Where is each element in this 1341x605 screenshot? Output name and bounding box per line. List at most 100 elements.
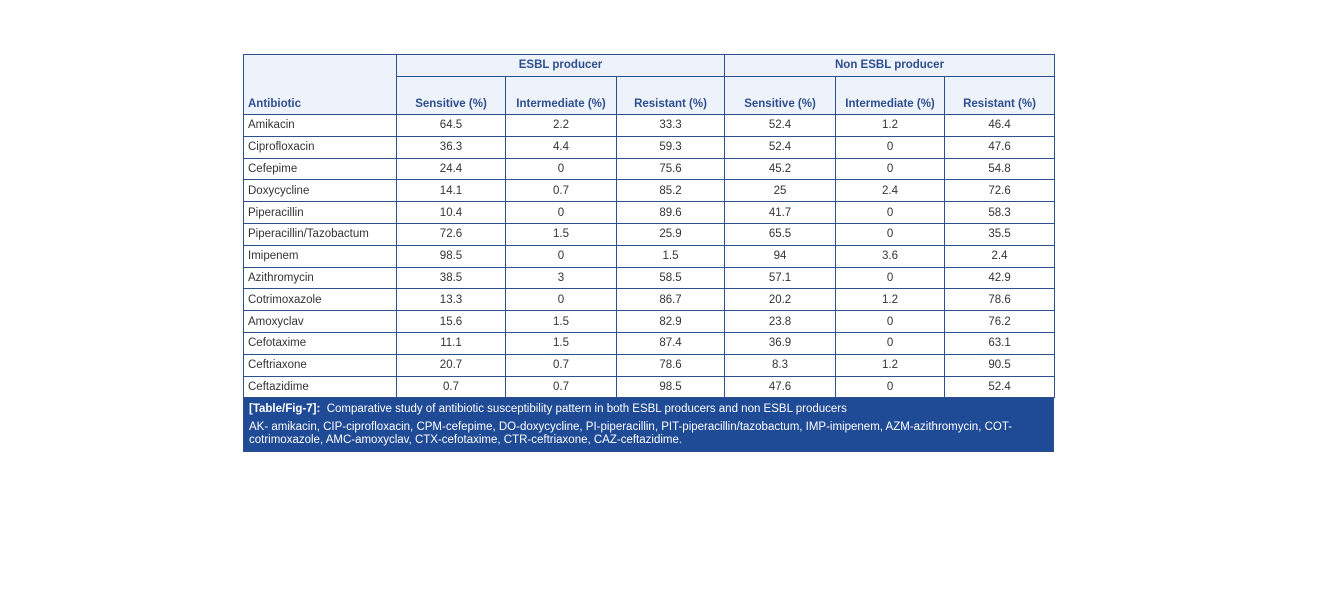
table-row: Ceftriaxone 20.7 0.7 78.6 8.3 1.2 90.5 [243, 353, 1056, 377]
value-cell: 58.5 [615, 266, 726, 290]
value-cell: 46.4 [944, 114, 1056, 137]
non-esbl-resistant-header: Resistant (%) [944, 76, 1056, 115]
table-body: Amikacin 64.5 2.2 33.3 52.4 1.2 46.4 Ciprofloxa… [243, 114, 1056, 399]
table-row: Piperacillin/Tazobactum 72.6 1.5 25.9 65.5 0 3… [243, 222, 1056, 246]
value-cell: 98.5 [396, 244, 506, 268]
value-cell: 2.4 [835, 179, 946, 203]
value-cell: 47.6 [944, 135, 1056, 159]
value-cell: 52.4 [724, 114, 837, 137]
table-row: Imipenem 98.5 0 1.5 94 3.6 2.4 [243, 244, 1056, 268]
value-cell: 87.4 [615, 331, 726, 355]
non-esbl-sensitive-header: Sensitive (%) [724, 76, 837, 115]
value-cell: 1.5 [615, 244, 726, 268]
value-cell: 58.3 [944, 201, 1056, 224]
antibiotic-name-cell: Amoxyclav [243, 310, 397, 333]
antibiotic-header: Antibiotic [243, 54, 397, 115]
antibiotic-name-cell: Piperacillin/Tazobactum [243, 222, 397, 246]
value-cell: 54.8 [944, 157, 1056, 181]
value-cell: 0.7 [396, 375, 506, 399]
value-cell: 0 [835, 135, 946, 159]
value-cell: 0.7 [505, 179, 617, 203]
value-cell: 47.6 [724, 375, 837, 399]
value-cell: 0 [505, 288, 617, 312]
value-cell: 2.4 [944, 244, 1056, 268]
value-cell: 64.5 [396, 114, 506, 137]
antibiotic-name-cell: Ceftriaxone [243, 353, 397, 377]
antibiotic-name-cell: Piperacillin [243, 201, 397, 224]
value-cell: 0 [835, 310, 946, 333]
table-row: Amoxyclav 15.6 1.5 82.9 23.8 0 76.2 [243, 310, 1056, 333]
value-cell: 82.9 [615, 310, 726, 333]
table-caption: [Table/Fig-7]: Comparative study of anti… [243, 398, 1054, 453]
value-cell: 52.4 [724, 135, 837, 159]
value-cell: 0 [835, 375, 946, 399]
value-cell: 4.4 [505, 135, 617, 159]
value-cell: 86.7 [615, 288, 726, 312]
table-row: Piperacillin 10.4 0 89.6 41.7 0 58.3 [243, 201, 1056, 224]
value-cell: 57.1 [724, 266, 837, 290]
value-cell: 0 [835, 201, 946, 224]
value-cell: 1.5 [505, 222, 617, 246]
value-cell: 0.7 [505, 353, 617, 377]
antibiotic-name-cell: Cefepime [243, 157, 397, 181]
value-cell: 11.1 [396, 331, 506, 355]
value-cell: 72.6 [944, 179, 1056, 203]
value-cell: 3.6 [835, 244, 946, 268]
esbl-producer-header: ESBL producer [395, 54, 726, 77]
value-cell: 0 [835, 266, 946, 290]
value-cell: 42.9 [944, 266, 1056, 290]
value-cell: 0 [505, 157, 617, 181]
value-cell: 1.2 [835, 288, 946, 312]
value-cell: 38.5 [396, 266, 506, 290]
value-cell: 25 [724, 179, 837, 203]
value-cell: 52.4 [944, 375, 1056, 399]
antibiotic-name-cell: Ciprofloxacin [243, 135, 397, 159]
value-cell: 0 [505, 201, 617, 224]
value-cell: 72.6 [396, 222, 506, 246]
value-cell: 25.9 [615, 222, 726, 246]
value-cell: 1.5 [505, 331, 617, 355]
value-cell: 1.5 [505, 310, 617, 333]
header-group-row: Antibiotic ESBL producer Non ESBL produc… [243, 54, 1056, 115]
value-cell: 14.1 [396, 179, 506, 203]
table-row: Amikacin 64.5 2.2 33.3 52.4 1.2 46.4 [243, 114, 1056, 137]
caption-abbreviations: AK- amikacin, CIP-ciprofloxacin, CPM-cef… [249, 421, 1013, 447]
value-cell: 78.6 [615, 353, 726, 377]
table-row: Azithromycin 38.5 3 58.5 57.1 0 42.9 [243, 266, 1056, 290]
value-cell: 0 [505, 244, 617, 268]
value-cell: 98.5 [615, 375, 726, 399]
value-cell: 3 [505, 266, 617, 290]
value-cell: 59.3 [615, 135, 726, 159]
table-row: Cefepime 24.4 0 75.6 45.2 0 54.8 [243, 157, 1056, 181]
value-cell: 33.3 [615, 114, 726, 137]
header-sub-row: Sensitive (%) Intermediate (%) Resistant… [244, 76, 1056, 115]
value-cell: 63.1 [944, 331, 1056, 355]
value-cell: 1.2 [835, 353, 946, 377]
susceptibility-table: Antibiotic ESBL producer Non ESBL produc… [243, 54, 1056, 399]
value-cell: 15.6 [396, 310, 506, 333]
antibiotic-name-cell: Azithromycin [243, 266, 397, 290]
value-cell: 10.4 [396, 201, 506, 224]
table-row: Ceftazidime 0.7 0.7 98.5 47.6 0 52.4 [243, 375, 1056, 399]
value-cell: 89.6 [615, 201, 726, 224]
value-cell: 65.5 [724, 222, 837, 246]
value-cell: 78.6 [944, 288, 1056, 312]
esbl-resistant-header: Resistant (%) [615, 76, 726, 115]
value-cell: 76.2 [944, 310, 1056, 333]
value-cell: 35.5 [944, 222, 1056, 246]
value-cell: 8.3 [724, 353, 837, 377]
value-cell: 0 [835, 222, 946, 246]
antibiotic-name-cell: Ceftazidime [243, 375, 397, 399]
non-esbl-intermediate-header: Intermediate (%) [835, 76, 946, 115]
value-cell: 23.8 [724, 310, 837, 333]
antibiotic-name-cell: Amikacin [243, 114, 397, 137]
value-cell: 36.3 [396, 135, 506, 159]
table-row: Doxycycline 14.1 0.7 85.2 25 2.4 72.6 [243, 179, 1056, 203]
value-cell: 24.4 [396, 157, 506, 181]
value-cell: 20.2 [724, 288, 837, 312]
non-esbl-producer-header: Non ESBL producer [724, 54, 1056, 77]
caption-label: [Table/Fig-7]: [249, 403, 321, 416]
antibiotic-name-cell: Doxycycline [243, 179, 397, 203]
value-cell: 75.6 [615, 157, 726, 181]
value-cell: 2.2 [505, 114, 617, 137]
